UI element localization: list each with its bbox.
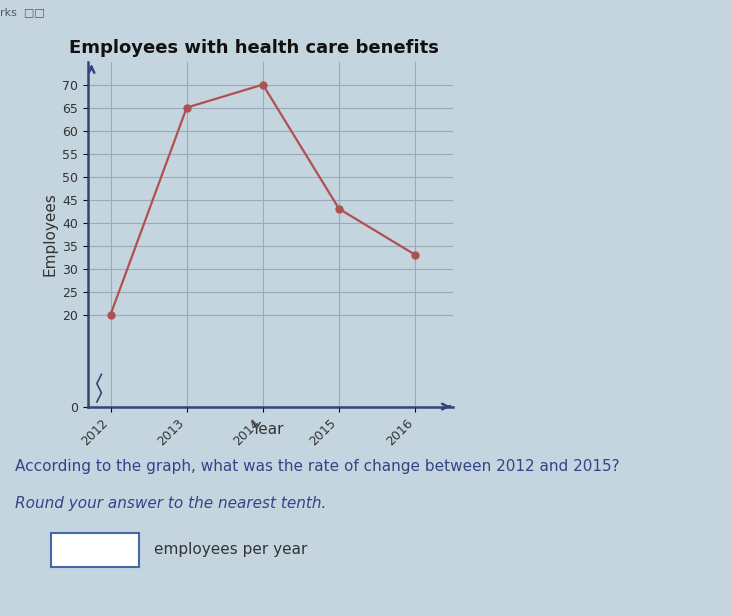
Text: According to the graph, what was the rate of change between 2012 and 2015?: According to the graph, what was the rat…: [15, 460, 619, 474]
Y-axis label: Employees: Employees: [43, 192, 58, 276]
Text: employees per year: employees per year: [154, 542, 307, 557]
Text: rks  □□: rks □□: [0, 7, 45, 17]
Text: Employees with health care benefits: Employees with health care benefits: [69, 39, 439, 57]
Text: Year: Year: [251, 423, 283, 437]
Text: Round your answer to the nearest tenth.: Round your answer to the nearest tenth.: [15, 496, 326, 511]
